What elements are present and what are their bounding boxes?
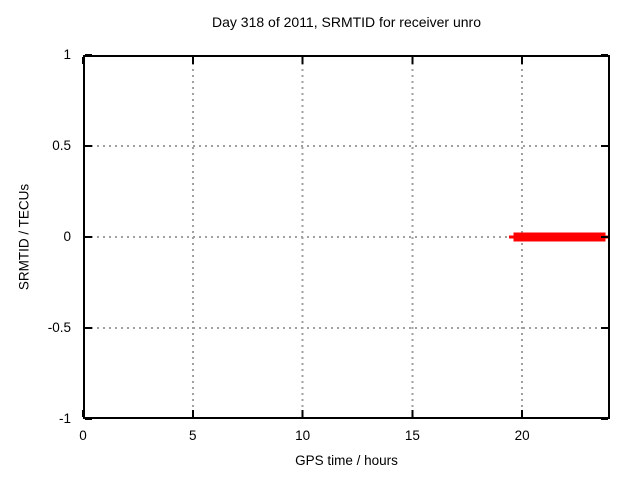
x-tick-label: 20 [514, 428, 530, 443]
y-tick-label: -1 [58, 411, 71, 426]
x-tick-label: 15 [404, 428, 420, 443]
y-tick-label: 0.5 [52, 138, 71, 153]
x-axis-title: GPS time / hours [295, 453, 398, 468]
y-tick-label: 0 [63, 229, 71, 244]
y-tick-label: -0.5 [47, 320, 71, 335]
chart-title: Day 318 of 2011, SRMTID for receiver unr… [212, 14, 481, 30]
x-tick-label: 5 [189, 428, 197, 443]
y-tick-label: 1 [63, 47, 71, 62]
x-tick-label: 10 [295, 428, 311, 443]
plot-border [83, 55, 610, 419]
x-tick-label: 0 [79, 428, 87, 443]
